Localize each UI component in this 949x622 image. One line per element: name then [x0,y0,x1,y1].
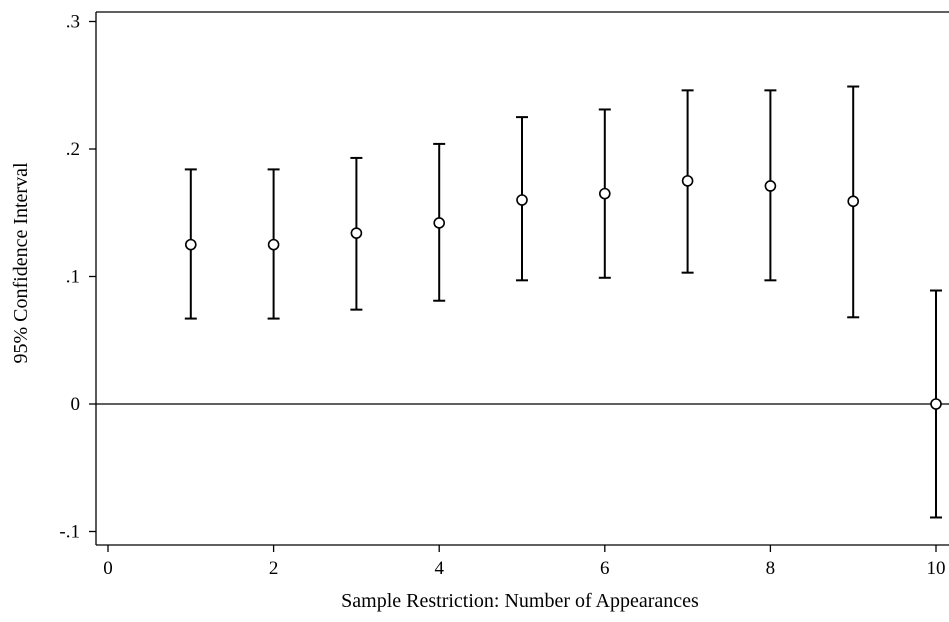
point-estimate-marker [681,175,694,187]
y-tick-label: .1 [66,267,80,288]
point-estimate-marker [267,238,280,251]
x-axis: 0 2 4 6 8 10 [103,545,946,579]
point-estimate-marker [433,217,446,229]
x-axis-label: Sample Restriction: Number of Appearance… [341,590,699,612]
point-estimates [185,175,942,410]
x-tick-label: 2 [269,558,279,579]
y-tick-label: .3 [66,12,80,33]
plot-frame [95,11,949,546]
x-tick-label: 0 [103,558,113,579]
point-estimate-marker [847,195,860,208]
point-estimate-marker [764,180,777,192]
y-axis: -.1 0 .1 .2 .3 [59,12,96,543]
x-tick-label: 8 [766,558,776,579]
x-tick-label: 6 [600,558,610,579]
point-estimate-marker [350,227,363,239]
point-estimate-marker [598,187,611,200]
confidence-intervals [184,85,942,519]
point-estimate-marker [516,194,528,206]
point-estimate-marker [930,398,942,410]
x-tick-label: 4 [434,558,444,579]
x-tick-label: 10 [927,558,946,579]
y-tick-label: -.1 [59,522,80,543]
y-axis-label: 95% Confidence Interval [10,162,32,363]
y-tick-label: .2 [66,139,80,160]
point-estimate-marker [185,238,197,251]
y-tick-label: 0 [71,394,81,415]
